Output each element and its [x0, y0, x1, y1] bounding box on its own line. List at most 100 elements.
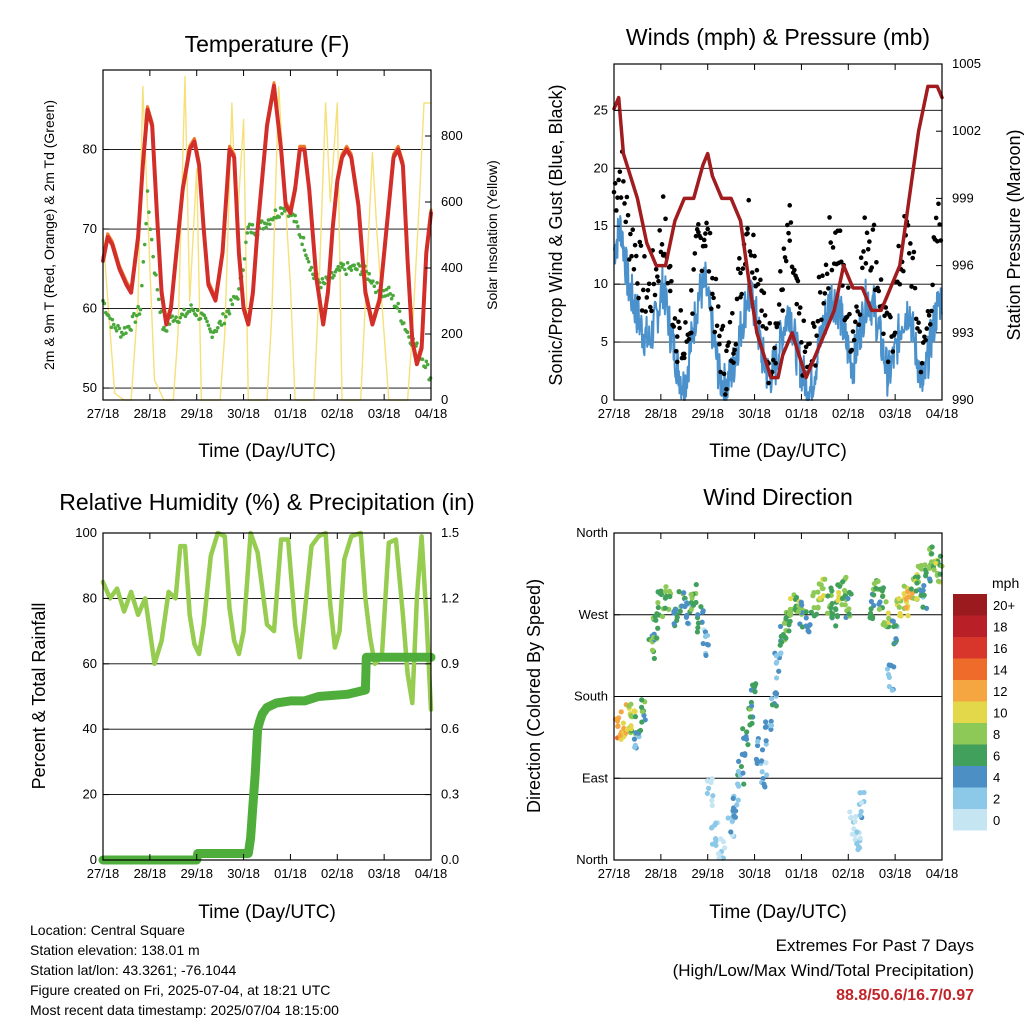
dewpoint-point: [296, 224, 300, 229]
direction-point: [681, 590, 687, 596]
dewpoint-point: [148, 227, 153, 232]
direction-point: [896, 604, 902, 610]
gust-point: [660, 194, 666, 199]
gust-point: [850, 329, 856, 334]
gust-point: [681, 355, 687, 361]
gust-point: [917, 329, 923, 334]
dewpoint-point: [405, 330, 410, 335]
direction-title: Wind Direction: [703, 484, 853, 510]
direction-point: [856, 845, 863, 851]
dewpoint-point: [129, 328, 133, 332]
direction-point: [929, 551, 935, 557]
dewpoint-point: [106, 313, 111, 318]
gust-point: [760, 324, 766, 329]
y-tick-label: 60: [83, 301, 97, 316]
direction-point: [736, 758, 742, 764]
gust-point: [892, 330, 898, 336]
dewpoint-point: [133, 320, 138, 324]
gust-point: [635, 281, 640, 286]
dewpoint-point: [311, 272, 315, 277]
direction-point: [914, 580, 920, 586]
gust-point: [860, 265, 865, 271]
direction-point: [763, 724, 769, 730]
gust-point: [911, 249, 917, 255]
y-tick-label: 80: [83, 142, 97, 157]
gust-point: [657, 228, 662, 233]
gust-point: [638, 243, 644, 248]
gust-point: [665, 280, 671, 286]
gust-point: [838, 259, 844, 265]
gust-point: [909, 284, 914, 289]
dewpoint-point: [268, 222, 272, 227]
gust-point: [918, 369, 924, 375]
direction-point: [749, 703, 755, 709]
gust-point: [876, 288, 882, 294]
gust-point: [715, 304, 721, 309]
x-tick-label: 27/18: [598, 866, 631, 881]
direction-point: [705, 785, 712, 791]
y2-tick-label: 0.0: [441, 852, 459, 867]
gust-point: [830, 245, 836, 250]
direction-point: [795, 608, 802, 614]
direction-point: [693, 581, 699, 588]
gust-point: [927, 322, 933, 327]
dewpoint-point: [301, 235, 306, 240]
gust-point: [782, 255, 788, 260]
dewpoint-point: [302, 248, 307, 253]
direction-point: [931, 567, 937, 573]
direction-point: [873, 585, 879, 591]
gust-point: [874, 259, 879, 265]
gust-point: [897, 281, 903, 287]
direction-point: [763, 719, 769, 725]
gust-point: [851, 337, 857, 343]
direction-point: [729, 818, 736, 824]
direction-point: [891, 664, 897, 670]
gust-point: [659, 242, 665, 247]
dewpoint-point: [126, 324, 131, 329]
direction-point: [914, 596, 920, 602]
dewpoint-point: [145, 189, 150, 193]
gust-point: [625, 212, 631, 218]
gust-point: [786, 230, 791, 236]
gust-point: [710, 275, 715, 281]
dewpoint-point: [336, 264, 341, 269]
dewpoint-point: [210, 335, 214, 340]
dewpoint-point: [332, 273, 336, 278]
direction-point: [913, 588, 919, 594]
dewpoint-point: [397, 309, 402, 314]
dewpoint-point: [264, 225, 268, 230]
direction-point: [861, 789, 867, 796]
direction-point: [743, 736, 750, 742]
x-tick-label: 04/18: [415, 866, 448, 881]
y-tick-label: 10: [594, 276, 608, 291]
gust-point: [870, 227, 876, 232]
direction-point: [740, 726, 746, 732]
x-tick-label: 28/18: [645, 866, 678, 881]
direction-point: [764, 772, 770, 778]
gust-point: [862, 215, 867, 220]
direction-point: [846, 589, 853, 596]
gust-point: [727, 319, 733, 325]
gust-point: [821, 301, 826, 306]
gust-point: [651, 281, 657, 287]
gust-point: [706, 269, 712, 274]
gust-point: [799, 340, 804, 345]
dewpoint-point: [141, 260, 146, 264]
gust-point: [785, 222, 790, 228]
gust-point: [885, 359, 891, 365]
direction-point: [828, 605, 834, 611]
gust-point: [696, 229, 701, 235]
direction-point: [708, 779, 714, 786]
gust-point: [787, 203, 793, 208]
winds-plot-frame: [613, 63, 943, 401]
dewpoint-point: [266, 218, 271, 222]
gust-point: [864, 230, 870, 236]
gust-point: [745, 231, 750, 236]
gust-point: [724, 348, 729, 354]
gust-point: [919, 360, 925, 366]
colorbar-swatch: [953, 615, 987, 637]
dewpoint-point: [349, 268, 354, 272]
direction-point: [700, 640, 706, 647]
gust-point: [690, 311, 695, 316]
gust-point: [737, 256, 742, 261]
